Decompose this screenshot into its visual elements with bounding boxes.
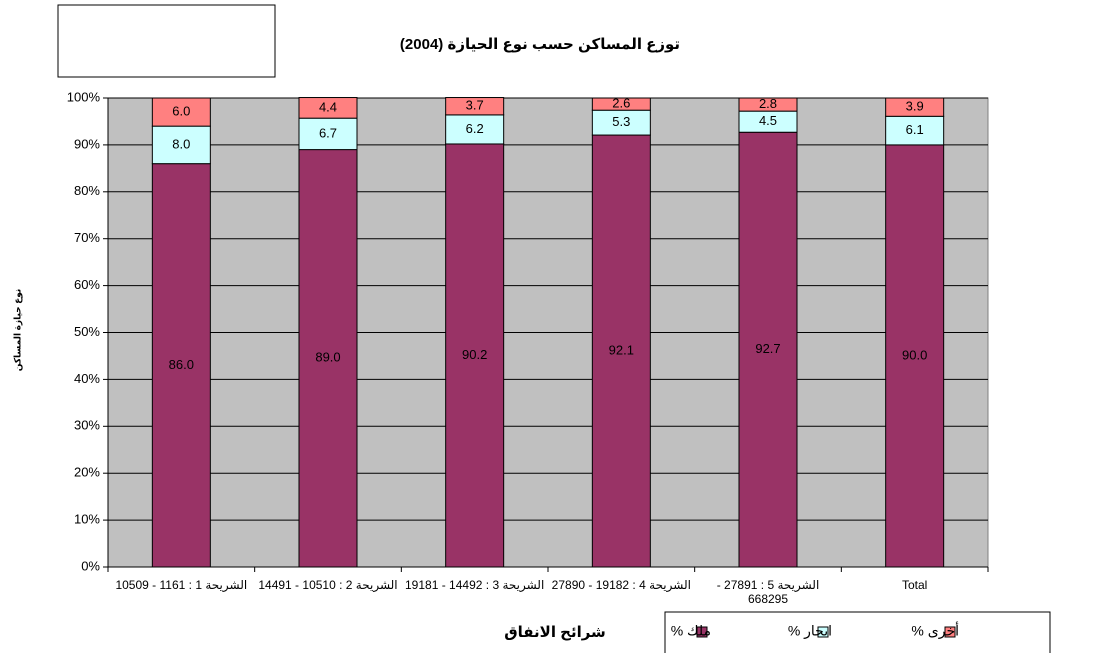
y-tick-label: 80% [74,183,100,198]
y-tick-label: 60% [74,277,100,292]
bar-segment [885,115,945,146]
data-label: 2.6 [612,96,630,111]
legend-label: ايجار % [788,623,832,640]
bar-segment [445,143,505,568]
y-tick-label: 30% [74,418,100,433]
bar-segment [738,97,798,112]
bar-segment [738,131,798,568]
data-label: 86.0 [169,357,194,372]
data-label: 2.8 [759,96,777,111]
data-label: 6.1 [906,122,924,137]
data-label: 4.5 [759,113,777,128]
x-tick-label: الشريحة 4 : 19182 - 27890 [551,578,691,592]
x-tick-label: الشريحة 2 : 10510 - 14491 [258,578,398,592]
y-tick-label: 50% [74,324,100,339]
legend-swatch [817,626,829,638]
data-label: 3.9 [906,99,924,114]
data-label: 6.7 [319,125,337,140]
data-label: 3.7 [466,98,484,113]
bar-segment [298,117,358,151]
y-tick-label: 90% [74,136,100,151]
data-label: 5.3 [612,114,630,129]
chart-title: توزع المساكن حسب نوع الحيازة (2004) [400,36,680,53]
y-tick-label: 10% [74,512,100,527]
y-tick-label: 100% [67,89,101,104]
data-label: 92.7 [755,341,780,356]
bar-segment [298,149,358,568]
bar-segment [151,125,211,165]
bar-segment [885,144,945,568]
legend-label: أخرى % [911,622,959,640]
data-label: 8.0 [172,136,190,151]
legend-swatch [696,626,708,638]
y-tick-label: 70% [74,230,100,245]
x-tick-label: الشريحة 3 : 14492 - 19181 [405,578,545,592]
bar-segment [298,97,358,119]
data-label: 4.4 [319,99,337,114]
x-axis-label: شرائح الانفاق [504,624,606,641]
bar-segment [591,97,651,111]
data-label: 92.1 [609,342,634,357]
bar-segment [151,97,211,127]
x-tick-label: الشريحة 1 : 1161 - 10509 [115,578,248,592]
data-label: 6.2 [466,121,484,136]
bar-segment [591,134,651,568]
bar-segment [151,163,211,568]
legend-swatch [944,626,956,638]
y-tick-label: 0% [81,558,100,573]
bar-segment [591,109,651,136]
y-tick-label: 40% [74,371,100,386]
empty-box [57,4,276,78]
y-tick-label: 20% [74,465,100,480]
x-tick-label: Total [901,578,928,592]
data-label: 90.0 [902,347,927,362]
bar-segment [885,97,945,117]
data-label: 89.0 [315,350,340,365]
y-axis-label: نوع حيازة المساكن [12,289,23,372]
data-label: 90.2 [462,347,487,362]
x-tick-label: الشريحة 5 : 27891 - 668295 [716,578,820,606]
legend-box [664,611,1051,653]
data-label: 6.0 [172,104,190,119]
bar-segment [445,97,505,116]
legend-label: ملك % [671,623,711,639]
